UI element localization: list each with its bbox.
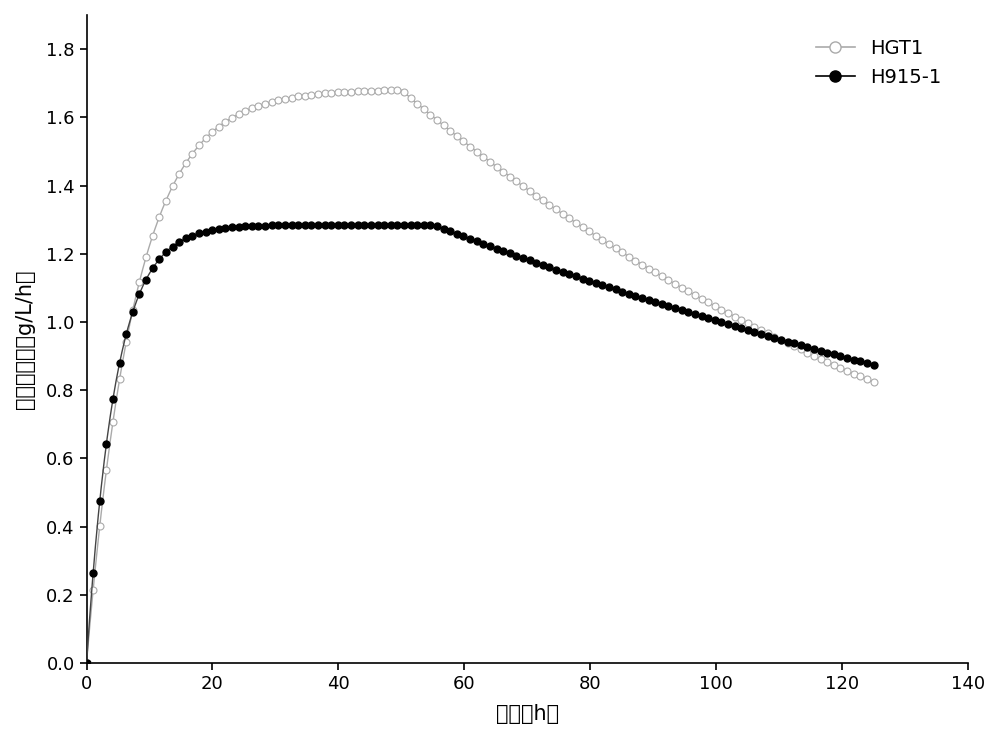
X-axis label: 时间（h）: 时间（h） [496, 704, 559, 724]
Y-axis label: 比产酸速率（g/L/h）: 比产酸速率（g/L/h） [15, 269, 35, 409]
Legend: HGT1, H915-1: HGT1, H915-1 [808, 31, 949, 95]
